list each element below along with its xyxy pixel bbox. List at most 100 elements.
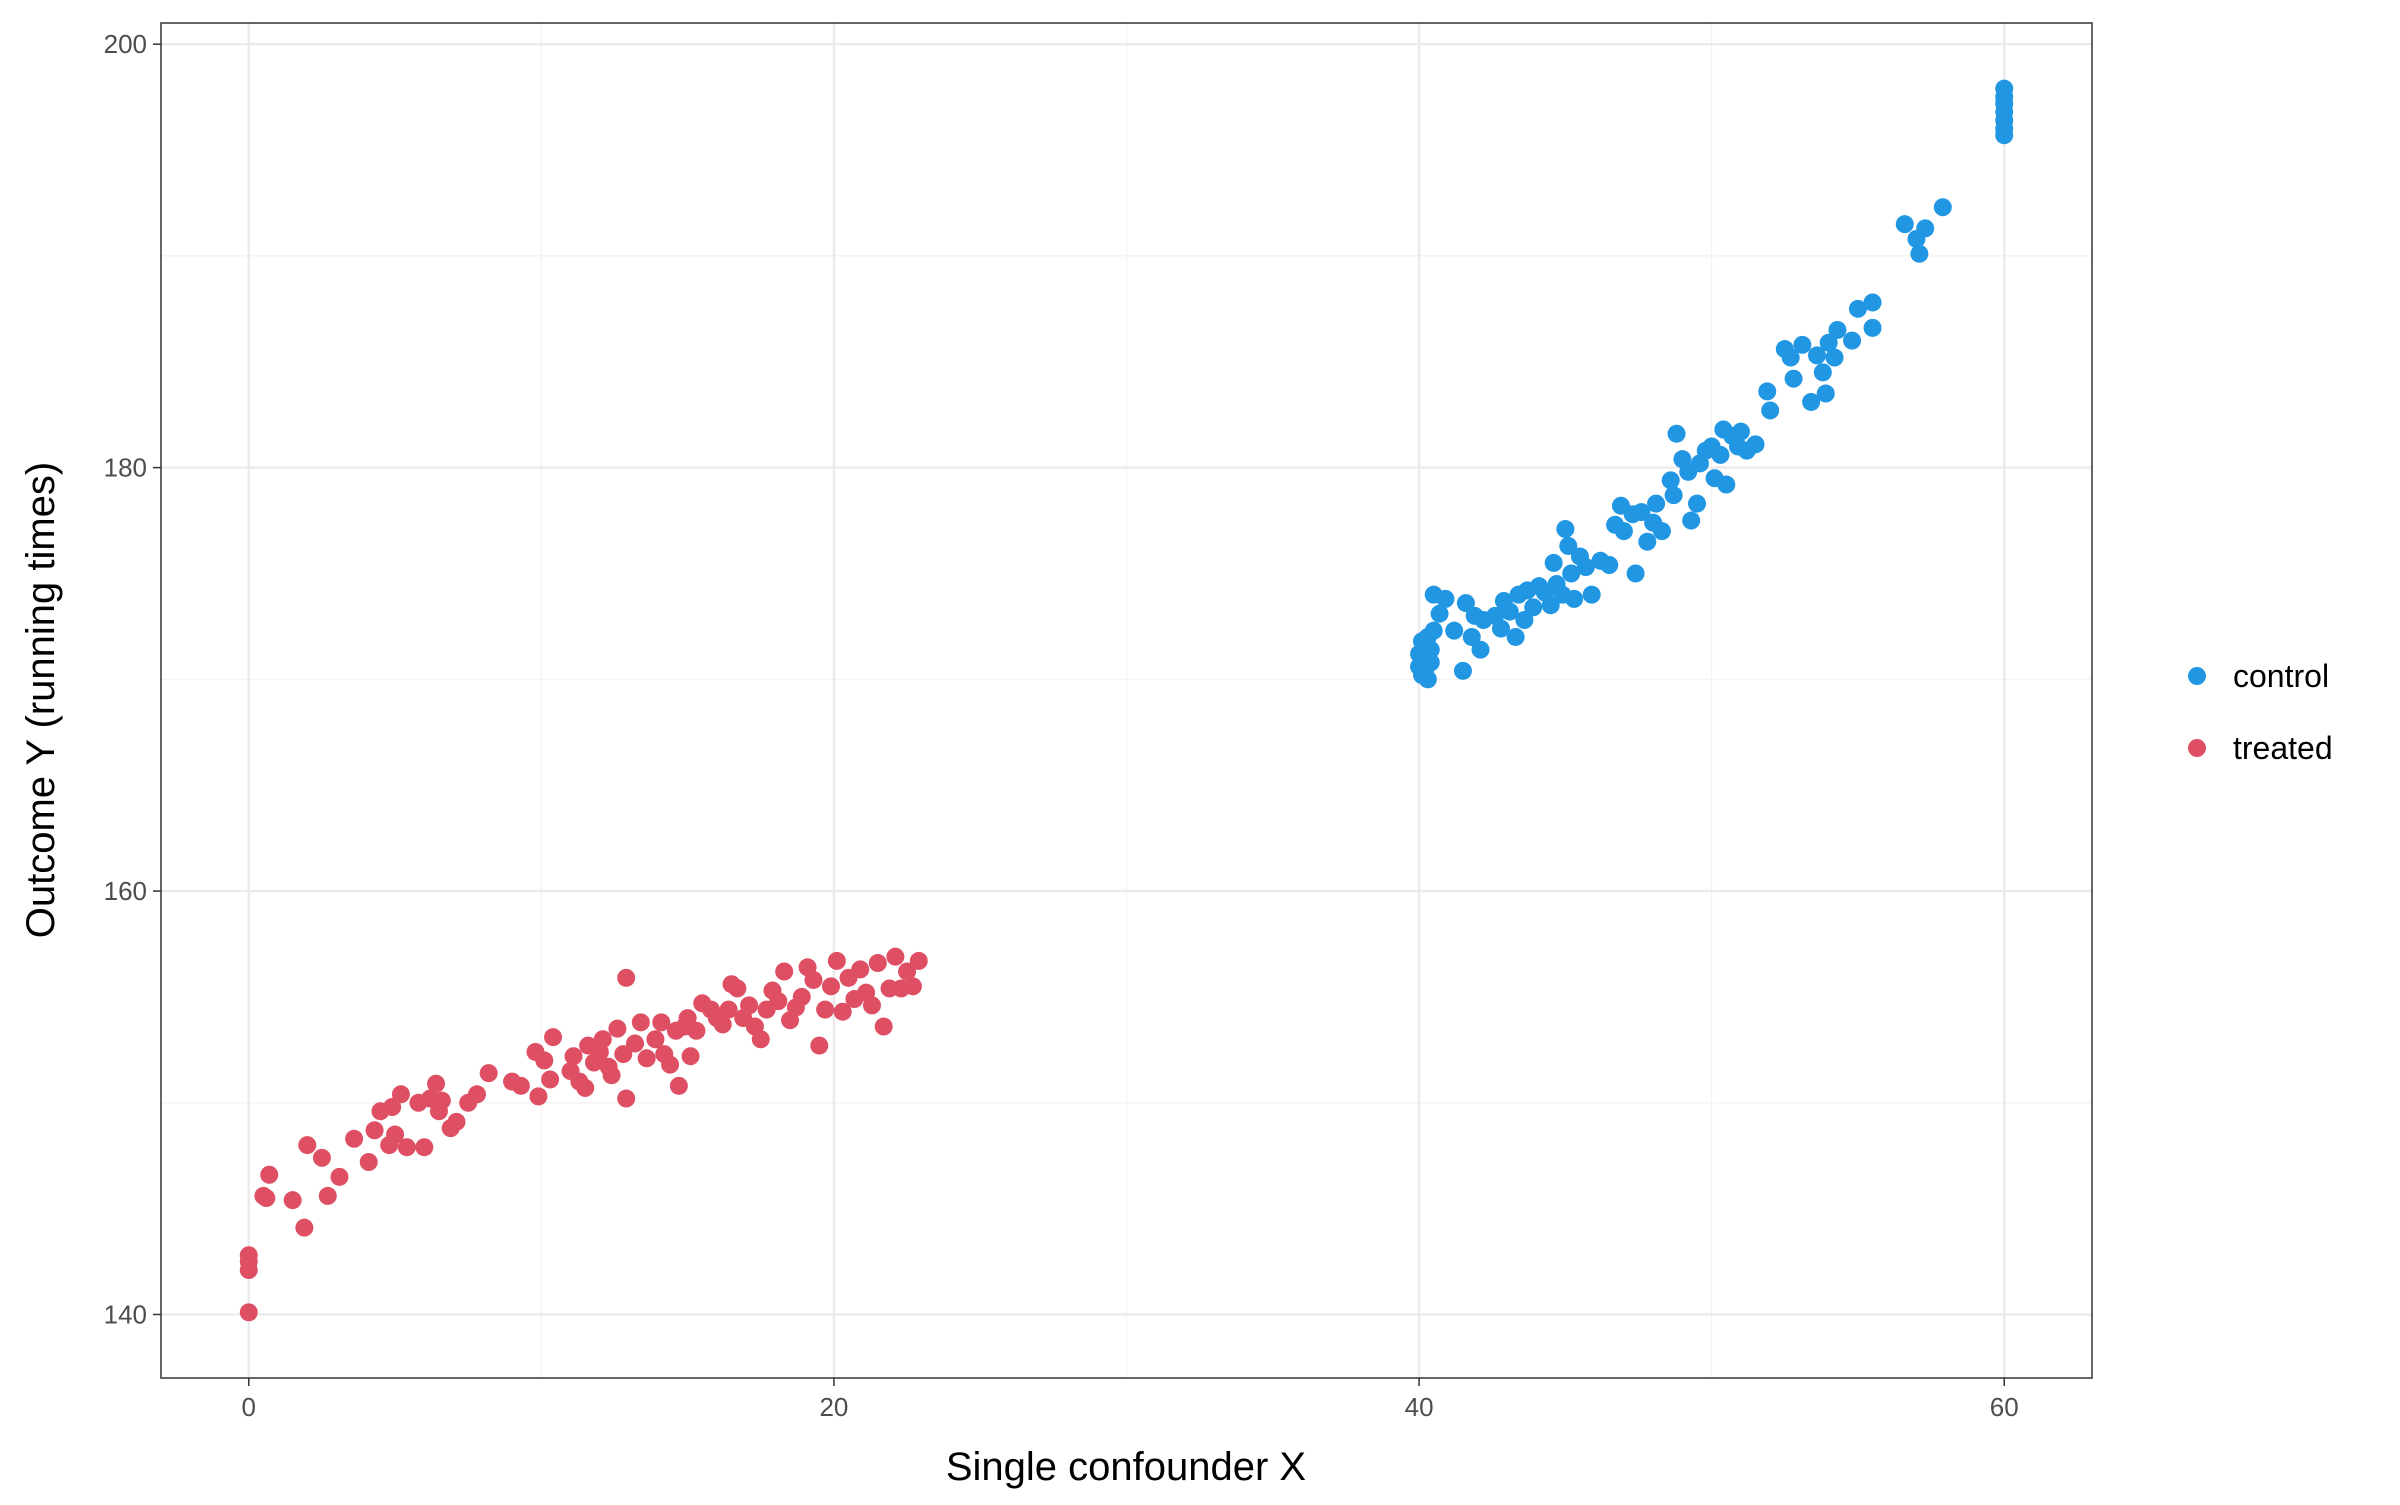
data-point-treated	[617, 1089, 636, 1108]
data-point-treated	[427, 1074, 446, 1093]
data-point-treated	[447, 1112, 466, 1131]
data-point-treated	[541, 1070, 560, 1089]
data-point-treated	[345, 1129, 364, 1148]
data-point-treated	[365, 1121, 384, 1140]
data-point-control	[1638, 532, 1657, 551]
y-tick-label: 160	[104, 876, 147, 906]
data-point-treated	[602, 1066, 621, 1085]
data-point-treated	[775, 962, 794, 981]
data-point-control	[1758, 382, 1777, 401]
data-point-control	[1661, 471, 1680, 490]
data-point-control	[1895, 215, 1914, 234]
data-point-treated	[868, 954, 887, 973]
data-point-control	[1456, 594, 1475, 613]
data-point-treated	[678, 1009, 697, 1028]
data-point-treated	[898, 962, 917, 981]
data-point-control	[1682, 511, 1701, 530]
grid-minor	[161, 23, 2092, 1378]
data-point-control	[1500, 602, 1519, 621]
y-axis-title: Outcome Y (running times)	[19, 462, 63, 939]
data-point-control	[1421, 640, 1440, 659]
data-point-control	[1491, 619, 1510, 638]
data-point-control	[1863, 318, 1882, 337]
data-point-treated	[318, 1186, 337, 1205]
data-point-treated	[479, 1064, 498, 1083]
data-point-control	[1556, 520, 1575, 539]
data-point-treated	[564, 1047, 583, 1066]
data-point-control	[1421, 653, 1440, 672]
data-point-control	[1652, 522, 1671, 541]
data-point-control	[1544, 553, 1563, 572]
data-point-treated	[608, 1019, 627, 1038]
data-point-treated	[593, 1030, 612, 1049]
data-point-treated	[669, 1076, 688, 1095]
data-point-control	[1664, 486, 1683, 505]
data-point-treated	[298, 1136, 317, 1155]
data-point-control	[1731, 422, 1750, 441]
data-point-control	[1418, 670, 1437, 689]
grid-major	[161, 23, 2092, 1378]
data-point-control	[1828, 320, 1847, 339]
data-point-control	[1667, 424, 1686, 443]
data-point-control	[1995, 79, 2014, 98]
data-point-treated	[511, 1076, 530, 1095]
legend-label-treated: treated	[2233, 730, 2333, 766]
data-point-treated	[661, 1055, 680, 1074]
data-point-treated	[631, 1013, 650, 1032]
y-tick-label: 140	[104, 1299, 147, 1329]
data-point-treated	[792, 987, 811, 1006]
data-point-control	[1916, 219, 1935, 238]
data-point-treated	[851, 960, 870, 979]
data-point-treated	[740, 996, 759, 1015]
data-point-control	[1424, 621, 1443, 640]
data-point-control	[1576, 558, 1595, 577]
data-point-treated	[862, 996, 881, 1015]
legend-key-control	[2188, 667, 2206, 685]
data-point-treated	[386, 1125, 405, 1144]
data-point-treated	[467, 1085, 486, 1104]
data-point-treated	[529, 1087, 548, 1106]
data-point-control	[1600, 556, 1619, 574]
data-point-treated	[312, 1148, 331, 1167]
data-point-treated	[751, 1030, 770, 1049]
data-point-control	[1933, 198, 1952, 217]
y-tick-label: 200	[104, 29, 147, 59]
data-point-treated	[239, 1246, 258, 1265]
data-point-treated	[652, 1013, 671, 1032]
data-point-treated	[827, 951, 846, 970]
data-point-treated	[617, 968, 636, 987]
data-point-control	[1647, 494, 1666, 513]
data-point-treated	[359, 1153, 378, 1172]
legend-label-control: control	[2233, 658, 2329, 694]
y-tick-label: 180	[104, 453, 147, 483]
data-point-treated	[833, 1002, 852, 1021]
data-point-treated	[909, 951, 928, 970]
data-point-treated	[625, 1034, 644, 1053]
data-point-treated	[383, 1098, 402, 1116]
data-point-control	[1562, 564, 1581, 583]
data-point-treated	[283, 1191, 302, 1210]
x-tick-label: 40	[1405, 1392, 1434, 1422]
data-point-control	[1471, 640, 1490, 659]
data-point-control	[1582, 585, 1601, 604]
data-point-control	[1559, 536, 1578, 555]
data-point-control	[1910, 244, 1929, 263]
data-point-control	[1717, 475, 1736, 494]
data-point-treated	[810, 1036, 829, 1055]
data-point-control	[1784, 369, 1803, 388]
data-point-treated	[637, 1049, 656, 1068]
data-point-treated	[728, 979, 747, 998]
data-point-treated	[646, 1030, 665, 1049]
data-point-treated	[330, 1167, 349, 1186]
data-point-control	[1825, 348, 1844, 367]
data-point-control	[1819, 333, 1838, 352]
data-point-control	[1614, 522, 1633, 541]
x-tick-label: 60	[1990, 1392, 2019, 1422]
legend: control treated	[2188, 658, 2333, 766]
data-point-treated	[576, 1078, 595, 1097]
data-point-treated	[260, 1165, 279, 1184]
data-point-treated	[257, 1189, 276, 1208]
data-point-treated	[713, 1015, 732, 1034]
